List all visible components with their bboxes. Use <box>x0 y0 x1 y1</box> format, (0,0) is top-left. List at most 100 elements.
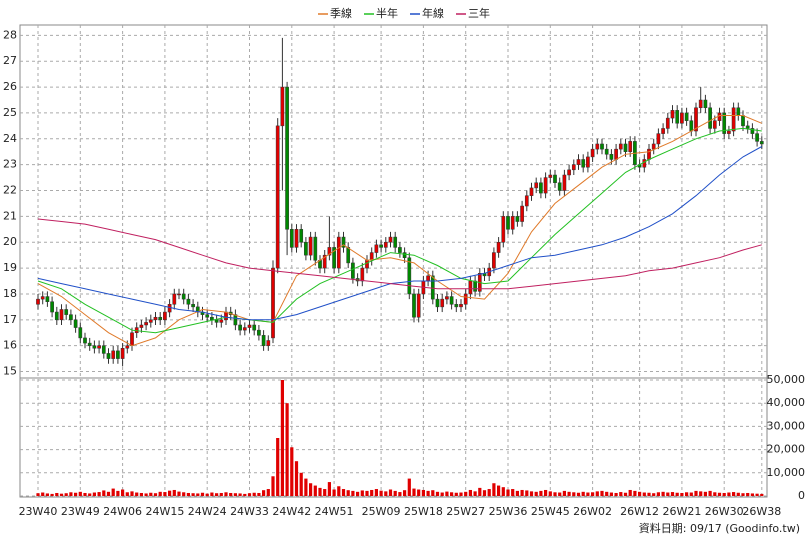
volume-bar <box>384 491 388 496</box>
candle-body <box>45 296 50 302</box>
candle-body <box>289 229 294 248</box>
candle-body <box>741 115 745 127</box>
volume-bar <box>717 492 722 496</box>
volume-bar <box>619 492 623 496</box>
volume-bar <box>647 492 651 496</box>
candle-body <box>449 296 454 305</box>
candle-body <box>473 280 477 292</box>
candle-body <box>69 314 73 321</box>
candle-body <box>665 117 670 129</box>
volume-bar <box>435 491 440 496</box>
volume-bar <box>703 491 707 496</box>
x-tick-label: 25W18 <box>404 505 443 518</box>
volume-bar <box>370 489 374 496</box>
price-panel <box>19 24 768 379</box>
candle-body <box>191 304 195 308</box>
volume-bar <box>172 489 176 496</box>
volume-bar <box>285 403 289 496</box>
volume-bar <box>440 492 444 496</box>
candle-body <box>294 229 299 248</box>
volume-bar <box>412 488 416 496</box>
moving-average-line <box>37 218 762 290</box>
candle-body <box>445 296 449 300</box>
volume-tick-label: 20,000 <box>767 443 806 456</box>
x-tick-label: 25W27 <box>446 505 485 518</box>
volume-bar <box>205 493 209 496</box>
x-tick-label: 25W36 <box>489 505 528 518</box>
candle-body <box>435 298 440 308</box>
candle-body <box>684 112 689 121</box>
volume-bar <box>403 490 407 496</box>
candle-body <box>694 107 698 132</box>
volume-bar <box>318 487 322 496</box>
candle-body <box>529 187 534 196</box>
volume-bar <box>149 492 153 496</box>
y-tick-label: 25 <box>3 106 17 119</box>
candle-body <box>73 319 78 328</box>
candle-body <box>398 247 402 253</box>
volume-bar <box>341 489 346 496</box>
x-tick-label: 24W51 <box>315 505 354 518</box>
x-tick-label: 25W09 <box>362 505 401 518</box>
x-tick-label: 26W02 <box>573 505 612 518</box>
volume-bar <box>59 493 64 496</box>
candle-body <box>609 154 614 160</box>
volume-bar <box>346 490 350 496</box>
volume-bar <box>163 492 167 496</box>
candle-body <box>590 148 595 158</box>
volume-bar <box>92 492 96 496</box>
volume-bar <box>224 492 228 496</box>
volume-bar <box>196 493 200 496</box>
volume-bar <box>562 490 566 496</box>
candle-body <box>214 319 219 323</box>
volume-bar <box>313 485 317 496</box>
volume-bar <box>74 492 78 496</box>
legend-label: 三年 <box>468 6 490 20</box>
volume-bar <box>332 489 336 496</box>
volume-bar <box>111 488 115 496</box>
volume-bar <box>694 490 698 496</box>
candle-body <box>280 86 285 127</box>
x-tick-label: 25W45 <box>531 505 570 518</box>
candle-body <box>689 120 694 132</box>
volume-bar <box>41 492 45 496</box>
volume-bar <box>506 489 510 496</box>
candle-body <box>271 267 275 339</box>
volume-bar <box>182 492 186 496</box>
x-tick-label: 23W49 <box>61 505 100 518</box>
candle-body <box>412 293 416 318</box>
volume-bar <box>529 491 534 496</box>
candle-body <box>614 148 618 160</box>
candle-body <box>407 257 412 295</box>
candle-body <box>308 236 313 256</box>
volume-bar <box>515 490 519 496</box>
candle-body <box>247 324 252 328</box>
candle-body <box>680 112 684 124</box>
volume-bar <box>501 487 505 496</box>
volume-bar <box>609 492 613 496</box>
candle-body <box>111 350 116 359</box>
x-tick-label: 26W21 <box>662 505 701 518</box>
candle-body <box>285 86 289 230</box>
volume-bar <box>600 490 604 496</box>
candle-body <box>242 327 247 331</box>
moving-average-line <box>37 146 763 321</box>
volume-bar <box>238 493 242 496</box>
candle-body <box>618 143 623 150</box>
candle-body <box>562 174 567 191</box>
candle-body <box>661 128 665 134</box>
volume-bar <box>374 489 378 496</box>
candle-body <box>139 324 144 328</box>
volume-bar <box>750 493 754 496</box>
volume-bar <box>130 491 134 496</box>
volume-bar <box>144 493 148 496</box>
volume-bar <box>257 492 261 496</box>
candle-body <box>524 195 529 207</box>
volume-bar <box>215 493 219 496</box>
candle-body <box>736 107 741 116</box>
candle-body <box>656 133 661 145</box>
y-tick-label: 17 <box>3 313 17 326</box>
candle-body <box>360 267 365 282</box>
candle-body <box>576 159 581 165</box>
